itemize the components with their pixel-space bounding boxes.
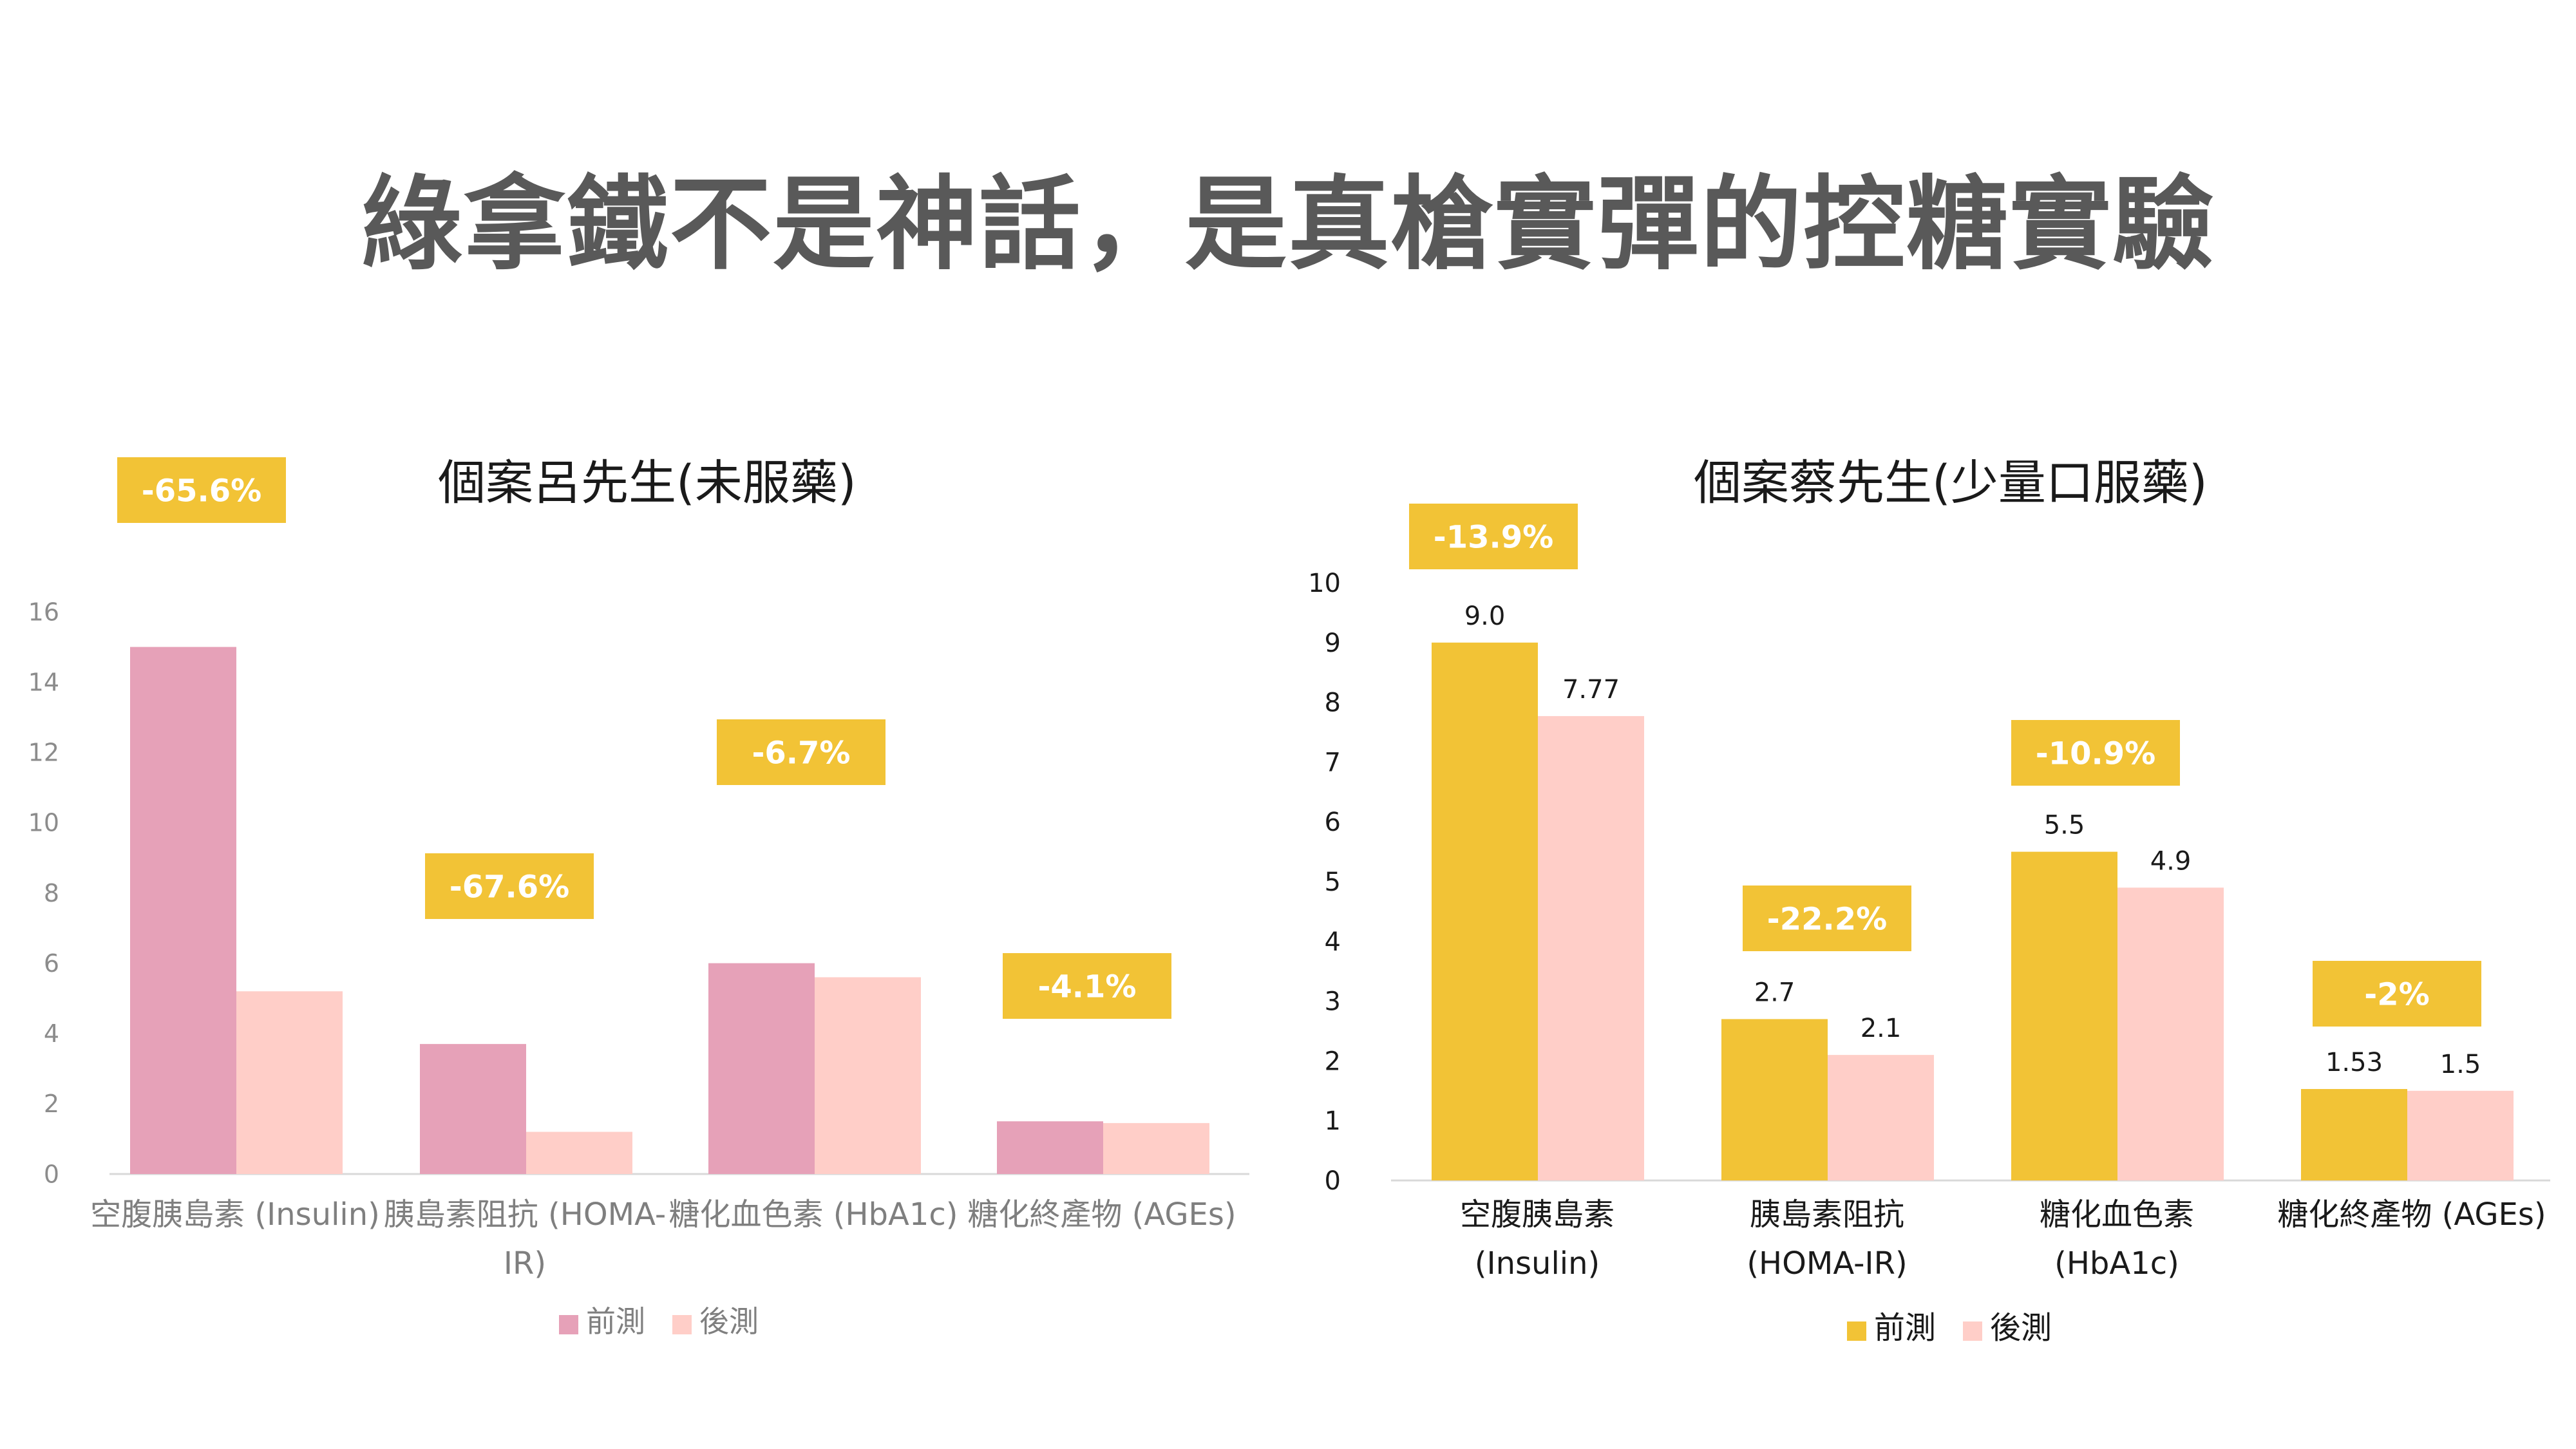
left-y-tick-label: 2 [44, 1090, 59, 1118]
left-chart-title: 個案呂先生(未服藥) [438, 455, 857, 511]
right-bar-before [1721, 1019, 1828, 1180]
right-y-tick-label: 0 [1325, 1166, 1341, 1196]
right-chart-title: 個案蔡先生(少量口服藥) [1694, 455, 2208, 511]
left-badge-box [1003, 953, 1171, 1019]
right-y-tick-label: 5 [1325, 867, 1341, 897]
left-bar-after [815, 977, 921, 1174]
right-bar-after [2117, 887, 2224, 1180]
left-badge-box [717, 719, 886, 785]
right-y-tick-label: 9 [1325, 629, 1341, 658]
left-badge-label: -6.7% [752, 735, 850, 771]
right-badge-label: -22.2% [1767, 901, 1887, 937]
right-y-tick-label: 7 [1325, 748, 1341, 777]
left-badge-label: -4.1% [1037, 969, 1136, 1005]
left-category-label: 胰島素阻抗 (HOMA- [384, 1197, 666, 1233]
right-category-label: (HbA1c) [2054, 1245, 2179, 1282]
right-y-tick-label: 10 [1308, 569, 1341, 598]
right-legend-label: 前測 [1874, 1310, 1936, 1346]
right-legend-swatch-before [1847, 1321, 1866, 1341]
left-y-tick-label: 16 [28, 598, 59, 626]
left-badge-label: -65.6% [142, 473, 261, 509]
left-legend-swatch-before [559, 1315, 578, 1334]
right-data-label: 2.1 [1861, 1014, 1902, 1043]
right-data-label: 1.53 [2325, 1048, 2383, 1077]
right-badge-box [1743, 886, 1911, 951]
right-badge-label: -13.9% [1434, 519, 1553, 555]
right-y-tick-label: 4 [1325, 927, 1341, 957]
right-category-label: 空腹胰島素 [1460, 1197, 1615, 1233]
left-badge-box [425, 853, 594, 919]
left-y-tick-label: 6 [44, 949, 59, 978]
right-data-label: 1.5 [2440, 1050, 2481, 1079]
left-bar-after [526, 1132, 632, 1174]
right-data-label: 9.0 [1464, 601, 1506, 631]
right-badge-label: -10.9% [2036, 735, 2155, 772]
left-bar-before [708, 963, 815, 1174]
left-y-tick-label: 4 [44, 1019, 59, 1048]
right-category-label: 胰島素阻抗 [1750, 1197, 1904, 1233]
right-legend-label: 後測 [1990, 1310, 2052, 1346]
left-y-tick-label: 0 [44, 1160, 59, 1188]
right-bar-after [1538, 715, 1644, 1180]
left-badge-label: -67.6% [450, 869, 569, 905]
left-bar-after [236, 991, 343, 1174]
left-legend-label: 前測 [586, 1304, 645, 1339]
right-bar-after [1828, 1055, 1934, 1180]
left-category-label: 糖化血色素 (HbA1c) [668, 1197, 958, 1233]
left-badge-box [117, 457, 286, 523]
right-bar-after [2407, 1090, 2514, 1180]
right-badge-box [2313, 961, 2481, 1027]
left-legend-label: 後測 [699, 1304, 759, 1339]
right-y-tick-label: 1 [1325, 1106, 1341, 1136]
right-bar-before [1432, 642, 1538, 1180]
left-legend-swatch-after [672, 1315, 692, 1334]
right-y-tick-label: 8 [1325, 688, 1341, 718]
left-bar-before [420, 1044, 526, 1174]
right-data-label: 7.77 [1562, 675, 1620, 705]
left-category-label: 糖化終產物 (AGEs) [967, 1197, 1236, 1233]
left-y-tick-label: 8 [44, 879, 59, 907]
right-category-label: 糖化血色素 [2040, 1197, 2194, 1233]
right-badge-box [1409, 504, 1578, 569]
right-badge-box [2011, 720, 2180, 786]
right-data-label: 2.7 [1754, 978, 1795, 1007]
right-category-label: (HOMA-IR) [1747, 1245, 1907, 1282]
right-bar-before [2011, 851, 2117, 1180]
right-category-label: 糖化終產物 (AGEs) [2277, 1197, 2546, 1233]
left-category-label: IR) [504, 1245, 546, 1282]
right-legend-swatch-after [1963, 1321, 1982, 1341]
right-data-label: 5.5 [2044, 811, 2085, 840]
right-category-label: (Insulin) [1475, 1245, 1600, 1282]
right-badge-label: -2% [2364, 976, 2429, 1012]
left-y-tick-label: 12 [28, 739, 59, 767]
left-bar-after [1103, 1122, 1209, 1174]
right-y-tick-label: 6 [1325, 808, 1341, 837]
right-y-tick-label: 2 [1325, 1046, 1341, 1076]
right-y-tick-label: 3 [1325, 987, 1341, 1017]
left-y-tick-label: 14 [28, 668, 59, 696]
left-bar-before [997, 1121, 1103, 1174]
right-bar-before [2301, 1089, 2407, 1180]
page-title: 綠拿鐵不是神話，是真槍實彈的控糖實驗 [361, 166, 2215, 284]
left-y-tick-label: 10 [28, 809, 59, 837]
left-category-label: 空腹胰島素 (Insulin) [90, 1197, 380, 1233]
right-data-label: 4.9 [2150, 846, 2192, 876]
left-bar-before [130, 647, 236, 1174]
